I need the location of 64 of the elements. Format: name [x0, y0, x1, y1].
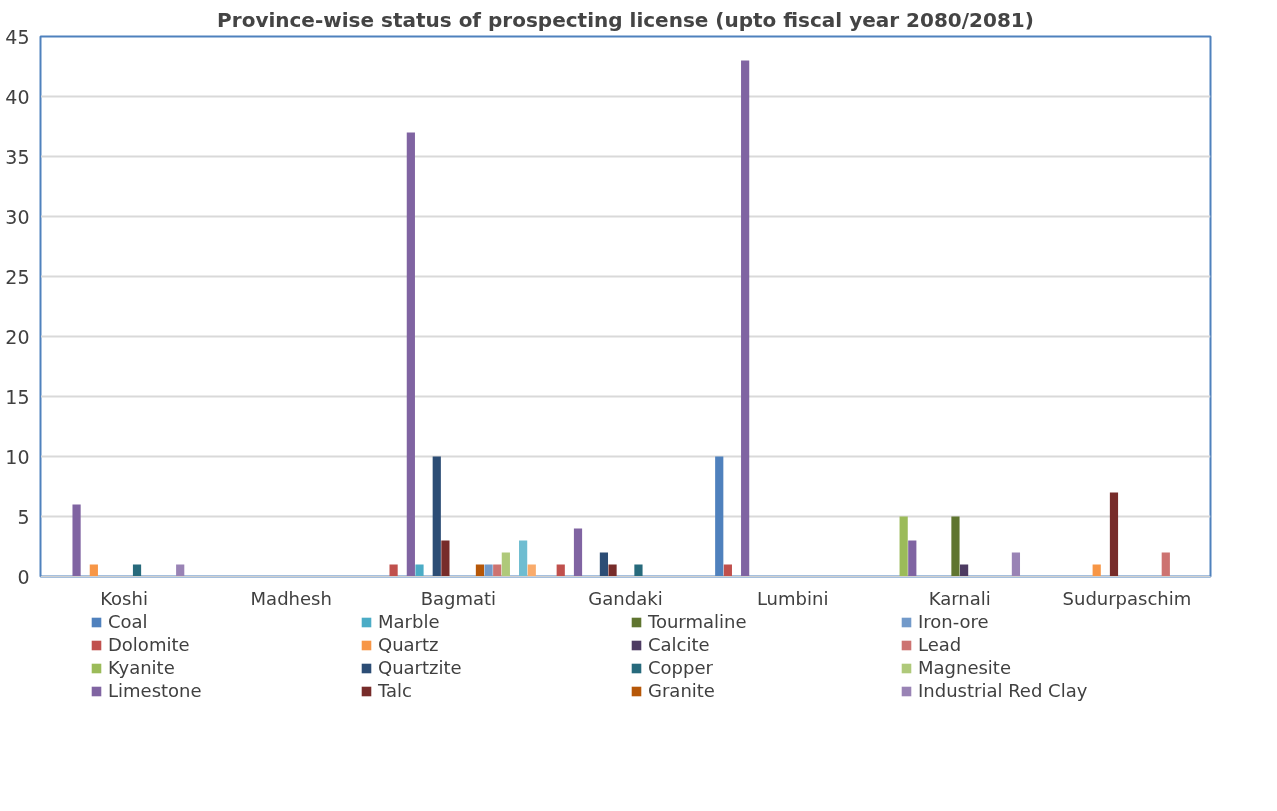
legend-label: Copper [648, 657, 714, 678]
bar [899, 516, 908, 577]
legend-label: Quartz [378, 634, 440, 655]
chart-title: Province-wise status of prospecting license (upto fiscal year 2080/2081) [217, 7, 1034, 32]
bar [72, 504, 81, 577]
bar [1109, 492, 1119, 577]
bar [89, 564, 98, 577]
bar [573, 528, 583, 577]
bar [1092, 564, 1101, 577]
bar [501, 552, 510, 577]
y-tick-label: 40 [5, 85, 30, 108]
x-tick-label: Karnali [928, 587, 991, 609]
x-tick-label: Sudurpaschim [1062, 587, 1192, 609]
legend-label: Magnesite [918, 657, 1012, 678]
bar [1161, 552, 1170, 577]
legend-label: Dolomite [108, 634, 191, 655]
bar [723, 564, 732, 577]
legend-label: Quartzite [378, 657, 463, 678]
x-tick-label: Koshi [100, 587, 148, 609]
bar [432, 456, 441, 577]
bar [960, 564, 969, 577]
x-tick-label: Madhesh [250, 587, 332, 609]
legend-label: Iron-ore [918, 611, 990, 632]
legend-label: Marble [378, 611, 441, 632]
legend-label: Talc [378, 680, 413, 701]
legend-label: Limestone [108, 680, 203, 701]
x-tick-label: Bagmati [420, 587, 497, 609]
legend-label: Coal [108, 611, 149, 632]
y-tick-label: 25 [5, 265, 30, 288]
bar [608, 564, 617, 577]
bar [475, 564, 485, 577]
y-tick-label: 20 [5, 325, 30, 348]
x-tick-label: Lumbini [756, 587, 829, 609]
legend-label: Tourmaline [648, 611, 748, 632]
y-tick-label: 15 [5, 385, 30, 408]
y-tick-label: 35 [5, 145, 30, 168]
bar [599, 552, 609, 577]
bar [176, 564, 185, 577]
bar [441, 540, 450, 577]
bar [519, 540, 528, 577]
legend-label: Industrial Red Clay [918, 680, 1089, 701]
bar [484, 564, 493, 577]
legend-label: Lead [918, 634, 963, 655]
bar [132, 564, 142, 577]
legend-label: Granite [648, 680, 716, 701]
y-tick-label: 5 [17, 505, 30, 528]
bar [415, 564, 424, 577]
bar [406, 132, 415, 577]
legend-label: Kyanite [108, 657, 176, 678]
bar [908, 540, 917, 577]
y-tick-label: 30 [5, 205, 30, 228]
bar [493, 564, 502, 577]
bar [389, 564, 398, 577]
x-tick-label: Gandaki [588, 587, 663, 609]
y-tick-label: 10 [5, 445, 30, 468]
bar [527, 564, 536, 577]
bar [1011, 552, 1021, 577]
y-tick-label: 0 [17, 565, 30, 588]
bar [951, 516, 960, 577]
bar [741, 60, 750, 577]
bar [556, 564, 565, 577]
y-tick-label: 45 [5, 25, 30, 48]
legend-label: Calcite [648, 634, 711, 655]
bar [634, 564, 643, 577]
